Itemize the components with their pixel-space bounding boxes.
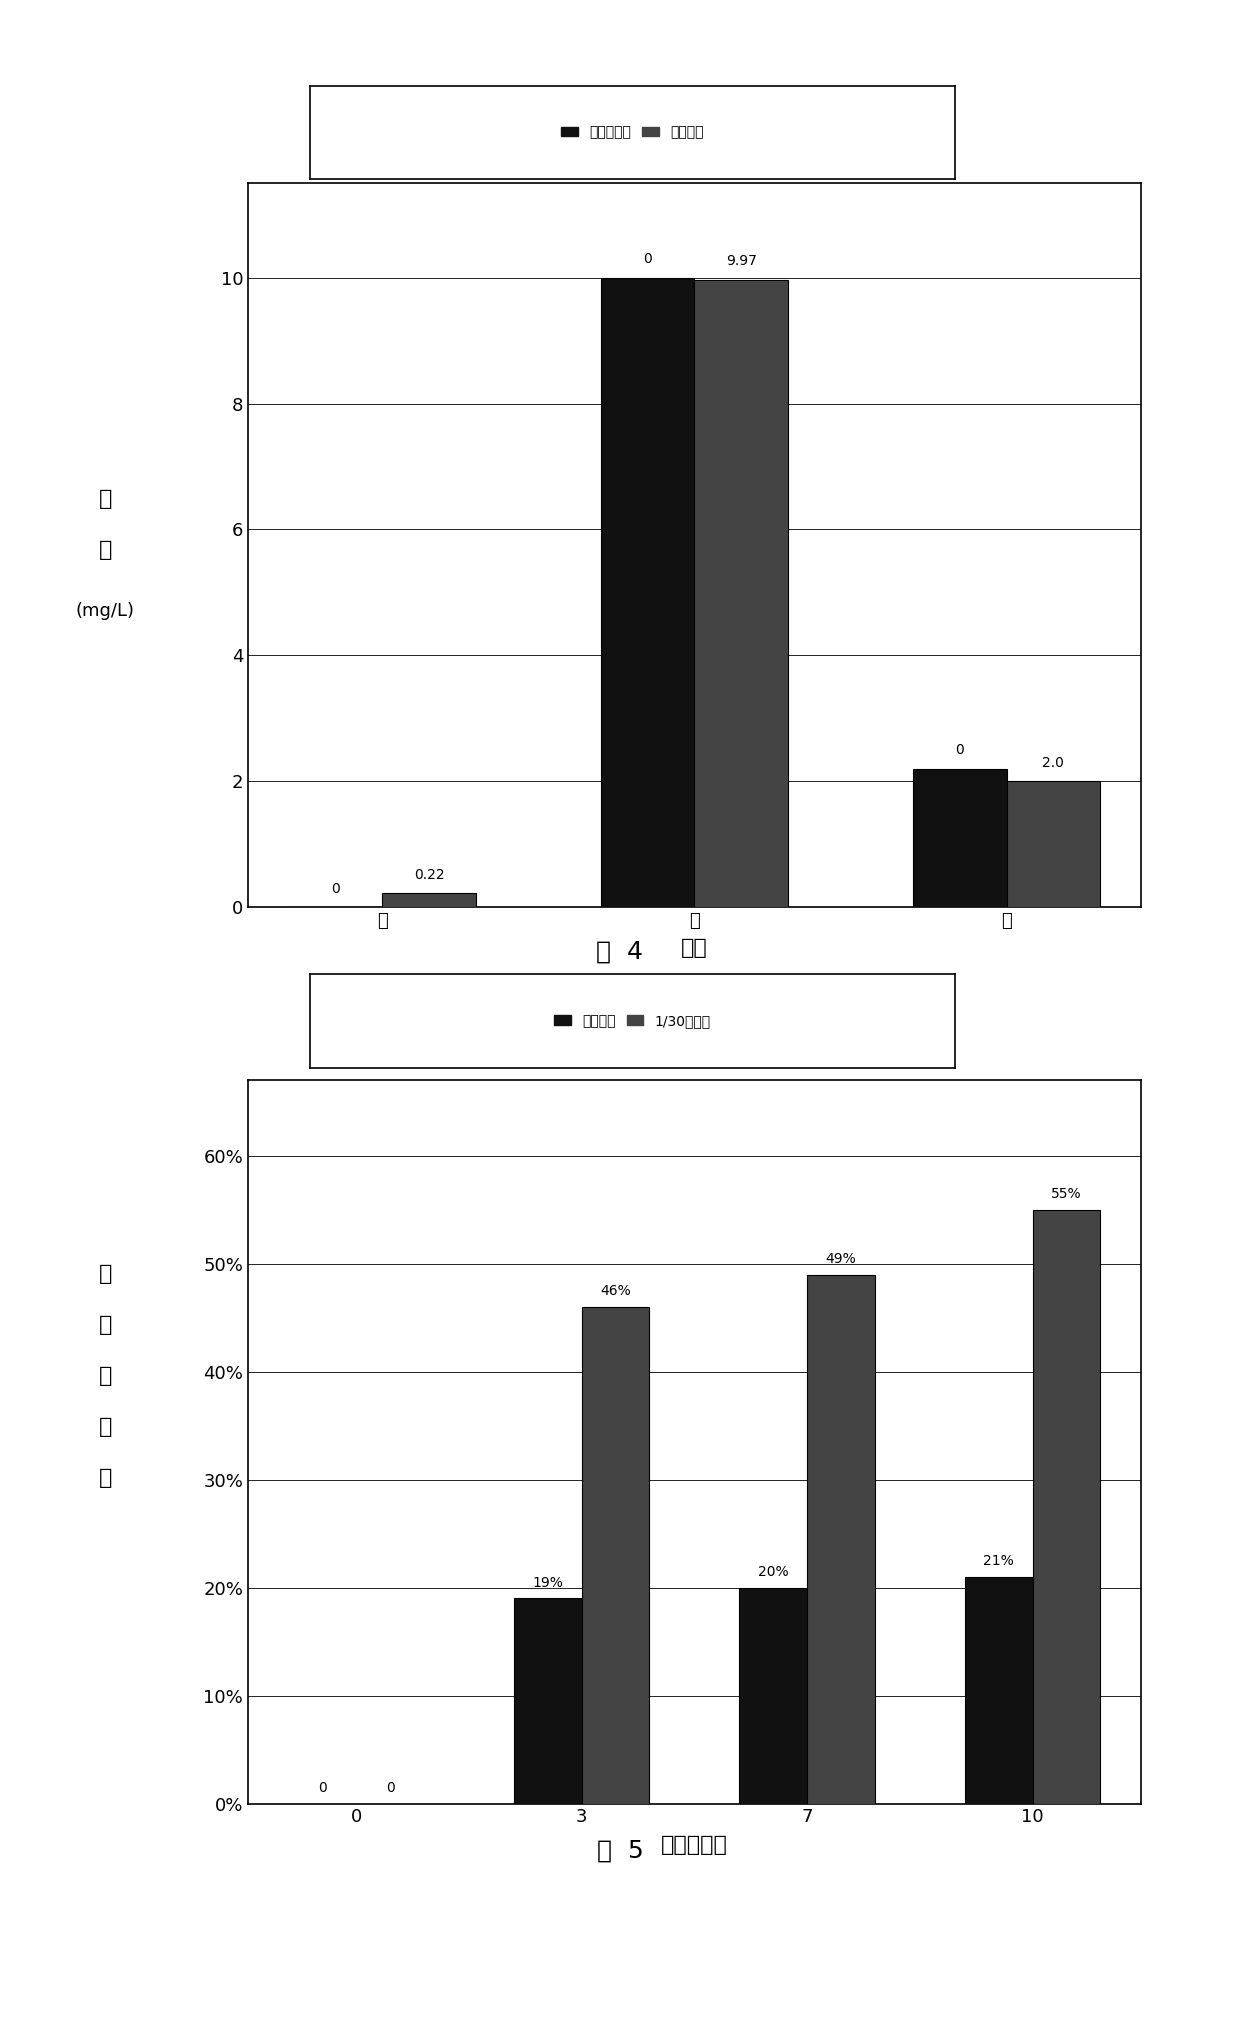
Bar	[1007, 781, 1100, 907]
Text: 降: 降	[99, 1264, 112, 1284]
Text: 0: 0	[331, 882, 340, 895]
Text: (mg/L): (mg/L)	[76, 603, 135, 620]
Text: 度: 度	[99, 540, 112, 560]
Bar	[515, 1598, 582, 1804]
Text: 浓: 浓	[99, 489, 112, 510]
Bar	[582, 1306, 650, 1804]
Text: 49%: 49%	[826, 1251, 857, 1266]
Bar	[600, 277, 694, 907]
X-axis label: 底物: 底物	[681, 937, 708, 958]
Bar	[965, 1577, 1033, 1804]
Text: 分: 分	[99, 1416, 112, 1437]
Text: 0: 0	[644, 253, 652, 267]
Text: 19%: 19%	[532, 1575, 563, 1590]
Legend: 无乳化剑, 1/30乳化剑: 无乳化剑, 1/30乳化剑	[548, 1009, 717, 1033]
Text: 解: 解	[99, 1315, 112, 1335]
Text: 0: 0	[317, 1781, 327, 1795]
Text: 百: 百	[99, 1365, 112, 1386]
Text: 率: 率	[99, 1467, 112, 1488]
Text: 0.22: 0.22	[414, 868, 444, 882]
Bar	[694, 279, 789, 907]
Text: 0: 0	[955, 744, 965, 758]
Text: 2.0: 2.0	[1043, 756, 1064, 770]
Legend: 不加乳化剑, 加乳化剑: 不加乳化剑, 加乳化剑	[556, 120, 709, 145]
Bar	[382, 893, 476, 907]
Bar	[739, 1588, 807, 1804]
Text: 图  4: 图 4	[596, 940, 644, 964]
X-axis label: 时间（天）: 时间（天）	[661, 1834, 728, 1855]
Text: 图  5: 图 5	[596, 1838, 644, 1863]
Bar	[913, 768, 1007, 907]
Bar	[1033, 1211, 1100, 1804]
Text: 20%: 20%	[758, 1565, 789, 1579]
Text: 46%: 46%	[600, 1284, 631, 1298]
Text: 9.97: 9.97	[725, 255, 756, 269]
Text: 21%: 21%	[983, 1555, 1014, 1567]
Text: 0: 0	[386, 1781, 394, 1795]
Bar	[807, 1274, 874, 1804]
Text: 55%: 55%	[1052, 1186, 1081, 1200]
